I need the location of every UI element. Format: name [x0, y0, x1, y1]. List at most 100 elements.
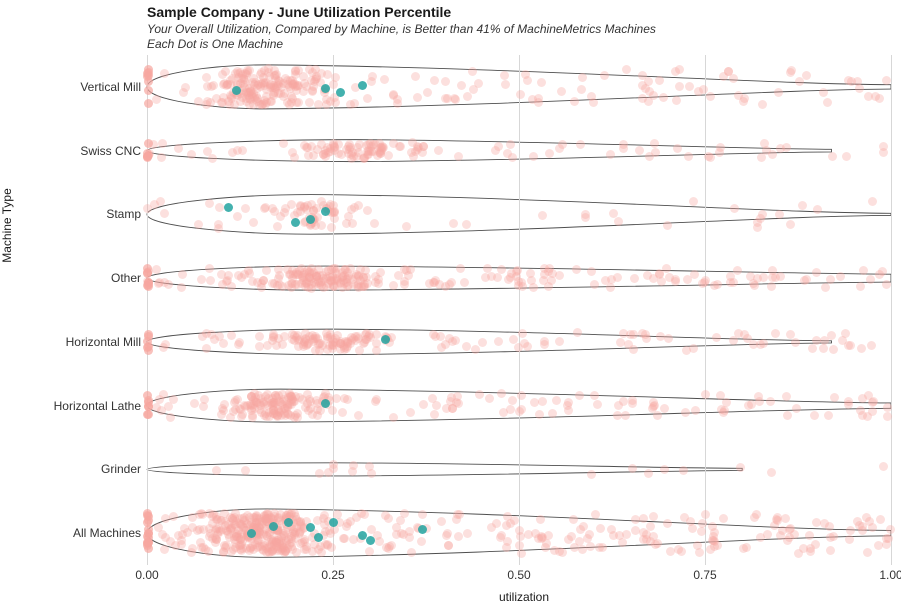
scatter-dot: [154, 523, 163, 532]
scatter-dot: [314, 545, 323, 554]
scatter-dot: [869, 397, 878, 406]
chart-title: Sample Company - June Utilization Percen…: [147, 4, 451, 20]
scatter-dot: [548, 409, 557, 418]
scatter-dot: [382, 543, 391, 552]
scatter-dot: [783, 411, 792, 420]
scatter-dot: [428, 394, 437, 403]
scatter-dot: [781, 514, 790, 523]
scatter-dot: [701, 510, 710, 519]
violin-outline: [147, 463, 742, 476]
scatter-dot: [269, 332, 278, 341]
scatter-dot: [701, 276, 710, 285]
scatter-dot: [314, 276, 323, 285]
scatter-dot: [614, 217, 623, 226]
scatter-dot: [802, 71, 811, 80]
scatter-dot: [471, 345, 480, 354]
scatter-dot: [655, 76, 664, 85]
scatter-dot: [276, 212, 285, 221]
scatter-dot: [613, 273, 622, 282]
scatter-dot: [219, 547, 228, 556]
scatter-dot: [706, 92, 715, 101]
scatter-dot: [152, 95, 161, 104]
gridline: [147, 55, 148, 565]
scatter-dot: [508, 396, 517, 405]
scatter-dot: [194, 220, 203, 229]
scatter-dot: [689, 197, 698, 206]
scatter-dot: [586, 542, 595, 551]
scatter-dot: [177, 283, 186, 292]
highlight-dot: [232, 86, 241, 95]
scatter-dot: [845, 535, 854, 544]
scatter-dot: [430, 410, 439, 419]
scatter-dot: [406, 408, 415, 417]
scatter-dot: [205, 199, 214, 208]
highlight-dot: [284, 518, 293, 527]
scatter-dot: [323, 70, 332, 79]
scatter-dot: [274, 513, 283, 522]
scatter-dot: [675, 82, 684, 91]
scatter-dot: [628, 399, 637, 408]
scatter-dot: [478, 338, 487, 347]
scatter-dot: [679, 466, 688, 475]
scatter-dot: [587, 470, 596, 479]
scatter-dot: [578, 73, 587, 82]
scatter-dot: [750, 513, 759, 522]
scatter-dot: [279, 139, 288, 148]
scatter-dot: [629, 345, 638, 354]
scatter-dot: [474, 79, 483, 88]
scatter-dot: [641, 84, 650, 93]
scatter-dot: [145, 149, 154, 158]
scatter-dot: [710, 537, 719, 546]
scatter-dot: [683, 275, 692, 284]
scatter-dot: [856, 282, 865, 291]
scatter-dot: [744, 401, 753, 410]
scatter-dot: [268, 279, 277, 288]
highlight-dot: [418, 525, 427, 534]
scatter-dot: [601, 276, 610, 285]
scatter-dot: [882, 280, 891, 289]
scatter-dot: [874, 541, 883, 550]
scatter-dot: [695, 548, 704, 557]
scatter-dot: [302, 545, 311, 554]
scatter-dot: [563, 401, 572, 410]
scatter-dot: [264, 394, 273, 403]
scatter-dot: [734, 91, 743, 100]
scatter-dot: [485, 394, 494, 403]
scatter-dot: [372, 346, 381, 355]
scatter-dot: [190, 399, 199, 408]
highlight-dot: [336, 88, 345, 97]
scatter-dot: [364, 146, 373, 155]
violin-outline: [147, 140, 831, 162]
scatter-dot: [649, 532, 658, 541]
scatter-dot: [742, 543, 751, 552]
gridline: [519, 55, 520, 565]
scatter-dot: [215, 203, 224, 212]
scatter-dot: [515, 541, 524, 550]
scatter-dot: [719, 514, 728, 523]
scatter-dot: [572, 265, 581, 274]
scatter-dot: [791, 338, 800, 347]
scatter-dot: [321, 146, 330, 155]
scatter-dot: [246, 544, 255, 553]
scatter-dot: [445, 280, 454, 289]
scatter-dot: [334, 140, 343, 149]
scatter-dot: [638, 94, 647, 103]
scatter-dot: [166, 413, 175, 422]
scatter-dot: [347, 333, 356, 342]
scatter-dot: [800, 276, 809, 285]
scatter-dot: [792, 404, 801, 413]
gridline: [333, 55, 334, 565]
scatter-dot: [527, 276, 536, 285]
scatter-dot: [614, 401, 623, 410]
scatter-dot: [367, 77, 376, 86]
scatter-dot: [483, 264, 492, 273]
scatter-dot: [255, 542, 264, 551]
scatter-dot: [701, 390, 710, 399]
scatter-dot: [863, 548, 872, 557]
x-tick-label: 0.75: [693, 568, 716, 582]
scatter-dot: [500, 71, 509, 80]
x-tick-label: 1.00: [879, 568, 901, 582]
scatter-dot: [629, 330, 638, 339]
scatter-dot: [174, 531, 183, 540]
scatter-dot: [540, 270, 549, 279]
